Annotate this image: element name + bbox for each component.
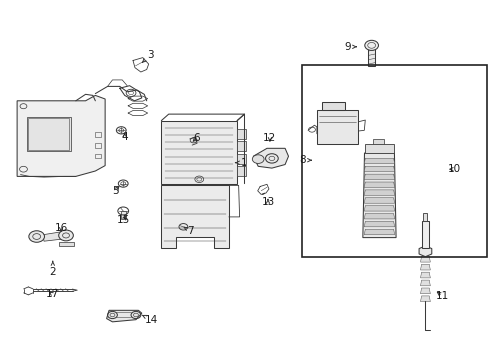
- Text: 13: 13: [261, 197, 274, 207]
- Text: 14: 14: [142, 315, 158, 325]
- Polygon shape: [420, 280, 429, 286]
- Polygon shape: [420, 296, 429, 302]
- Text: 11: 11: [435, 291, 448, 301]
- Polygon shape: [364, 174, 394, 180]
- Bar: [421, 221, 428, 248]
- Polygon shape: [364, 190, 394, 195]
- Bar: [121, 211, 125, 219]
- Text: 4: 4: [121, 132, 128, 142]
- Text: 8: 8: [298, 155, 311, 165]
- Bar: [95, 143, 101, 148]
- Bar: [237, 166, 245, 176]
- Text: 17: 17: [46, 289, 60, 300]
- Bar: [365, 144, 393, 153]
- Polygon shape: [364, 221, 394, 227]
- Polygon shape: [43, 232, 62, 241]
- Text: 5: 5: [112, 186, 119, 196]
- Bar: [372, 139, 384, 144]
- Polygon shape: [106, 310, 142, 322]
- Polygon shape: [364, 158, 394, 164]
- Polygon shape: [362, 153, 395, 238]
- Polygon shape: [364, 229, 394, 235]
- Polygon shape: [364, 206, 394, 211]
- Bar: [237, 154, 245, 164]
- Polygon shape: [316, 110, 358, 144]
- Text: 1: 1: [235, 158, 247, 168]
- Polygon shape: [364, 166, 394, 172]
- Text: 6: 6: [193, 132, 200, 143]
- Bar: [237, 141, 245, 151]
- Bar: [95, 154, 101, 158]
- Bar: [423, 213, 427, 221]
- Bar: [302, 65, 486, 257]
- Text: 2: 2: [49, 261, 56, 277]
- Circle shape: [364, 40, 378, 50]
- Circle shape: [252, 155, 264, 163]
- Circle shape: [59, 230, 73, 241]
- Polygon shape: [161, 185, 228, 248]
- Text: 15: 15: [116, 215, 130, 225]
- Text: 12: 12: [263, 132, 276, 143]
- Text: 7: 7: [184, 226, 194, 236]
- Circle shape: [29, 231, 44, 242]
- Polygon shape: [420, 264, 429, 270]
- Polygon shape: [418, 246, 431, 257]
- Bar: [95, 132, 101, 137]
- Text: 16: 16: [54, 222, 68, 233]
- Bar: [367, 45, 374, 66]
- Polygon shape: [59, 242, 74, 246]
- Polygon shape: [17, 95, 105, 176]
- Polygon shape: [364, 182, 394, 188]
- Text: 3: 3: [142, 50, 154, 62]
- Bar: [321, 102, 344, 110]
- Bar: [27, 117, 71, 151]
- Text: 10: 10: [447, 164, 460, 174]
- Polygon shape: [420, 256, 429, 262]
- Polygon shape: [420, 288, 429, 294]
- Text: 9: 9: [343, 42, 356, 52]
- Bar: [237, 129, 245, 139]
- Polygon shape: [364, 213, 394, 219]
- Bar: [28, 118, 69, 150]
- Polygon shape: [364, 198, 394, 203]
- Polygon shape: [161, 121, 237, 184]
- Polygon shape: [420, 272, 429, 278]
- Polygon shape: [253, 148, 288, 168]
